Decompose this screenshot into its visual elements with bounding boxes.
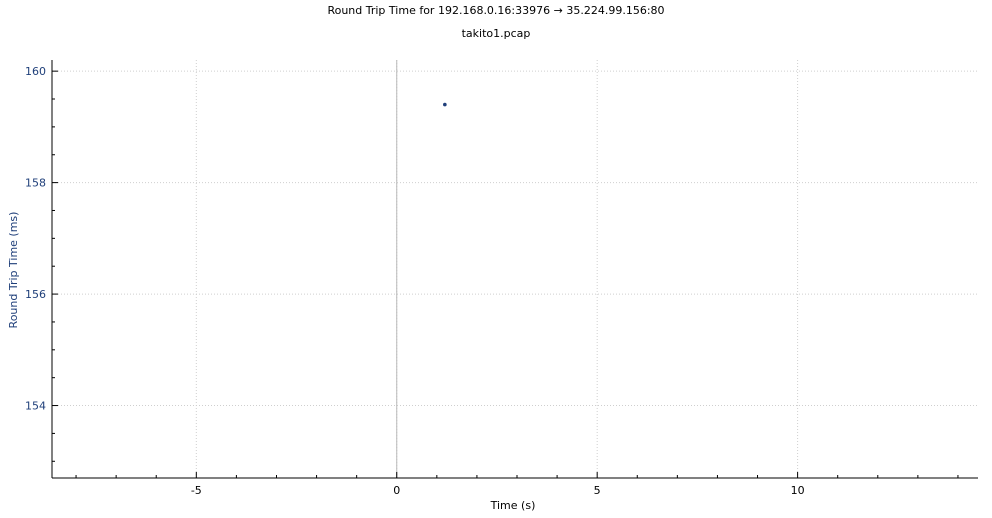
data-points [443,102,447,107]
y-tick-label: 160 [25,65,46,78]
x-tick-label: 10 [791,484,805,497]
tick-labels: -5 0 5 10 154 156 158 160 [25,65,805,497]
x-tick-label: 5 [594,484,601,497]
chart-subtitle: takito1.pcap [461,27,531,40]
tick-marks [52,70,959,478]
x-tick-label: -5 [191,484,202,497]
data-point [443,102,447,107]
y-axis-label: Round Trip Time (ms) [7,212,20,329]
y-tick-label: 154 [25,400,46,413]
x-axis-label: Time (s) [490,499,536,512]
axes [51,60,978,479]
y-tick-label: 158 [25,177,46,190]
x-tick-label: 0 [393,484,400,497]
grid-lines [52,60,978,478]
y-tick-label: 156 [25,288,46,301]
chart-title: Round Trip Time for 192.168.0.16:33976 →… [327,4,665,17]
